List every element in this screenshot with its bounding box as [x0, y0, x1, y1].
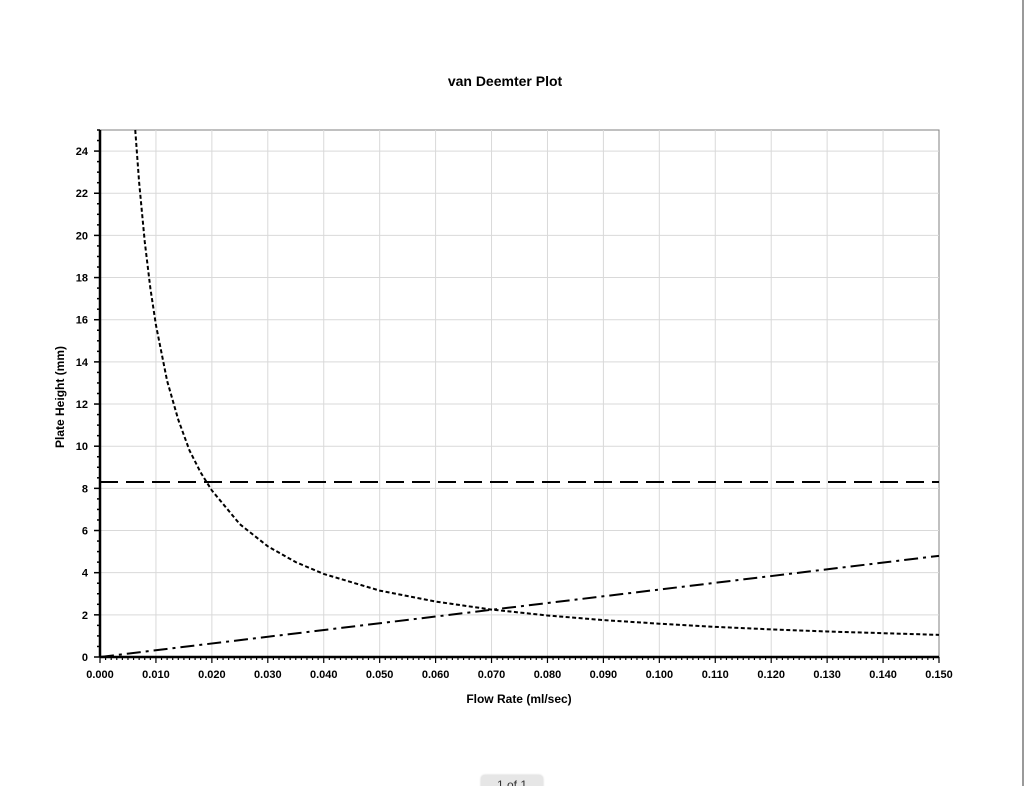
x-tick-label: 0.020	[198, 669, 226, 681]
page-edge-divider	[1022, 0, 1024, 786]
chart-title: van Deemter Plot	[448, 73, 563, 89]
y-tick-label: 6	[82, 526, 88, 538]
y-tick-label: 22	[76, 188, 88, 200]
y-tick-label: 18	[76, 273, 88, 285]
x-tick-label: 0.090	[590, 669, 618, 681]
y-tick-label: 4	[82, 568, 89, 580]
x-tick-label: 0.100	[646, 669, 674, 681]
y-tick-label: 24	[76, 146, 89, 158]
y-tick-label: 20	[76, 230, 88, 242]
y-tick-label: 12	[76, 399, 88, 411]
x-tick-label: 0.130	[813, 669, 841, 681]
x-tick-label: 0.150	[925, 669, 953, 681]
y-tick-label: 16	[76, 315, 88, 327]
series-layer	[99, 129, 940, 658]
x-tick-label: 0.110	[702, 669, 729, 681]
x-tick-label: 0.070	[478, 669, 506, 681]
y-tick-label: 14	[76, 357, 89, 369]
series-line-dotted	[134, 129, 940, 636]
axes	[94, 129, 940, 663]
y-axis-title: Plate Height (mm)	[53, 346, 67, 448]
plot-frame	[99, 129, 940, 658]
page-indicator[interactable]: 1 of 1	[481, 775, 543, 786]
x-tick-label: 0.050	[366, 669, 394, 681]
y-tick-label: 10	[76, 441, 88, 453]
x-axis-title: Flow Rate (ml/sec)	[466, 692, 571, 706]
x-tick-label: 0.000	[86, 669, 114, 681]
series-line-dash-dot	[99, 554, 940, 658]
x-tick-label: 0.060	[422, 669, 450, 681]
x-tick-label: 0.040	[310, 669, 338, 681]
y-tick-label: 8	[82, 483, 88, 495]
tick-labels: 0.000 0.010 0.020 0.030 0.040 0.050 0.060 0.070…	[76, 146, 953, 681]
grid	[100, 130, 939, 657]
y-tick-label: 2	[82, 610, 88, 622]
y-tick-label: 0	[82, 652, 88, 664]
x-tick-label: 0.140	[869, 669, 897, 681]
x-tick-label: 0.080	[534, 669, 562, 681]
x-tick-label: 0.010	[142, 669, 170, 681]
x-tick-label: 0.030	[254, 669, 282, 681]
x-tick-label: 0.120	[757, 669, 785, 681]
